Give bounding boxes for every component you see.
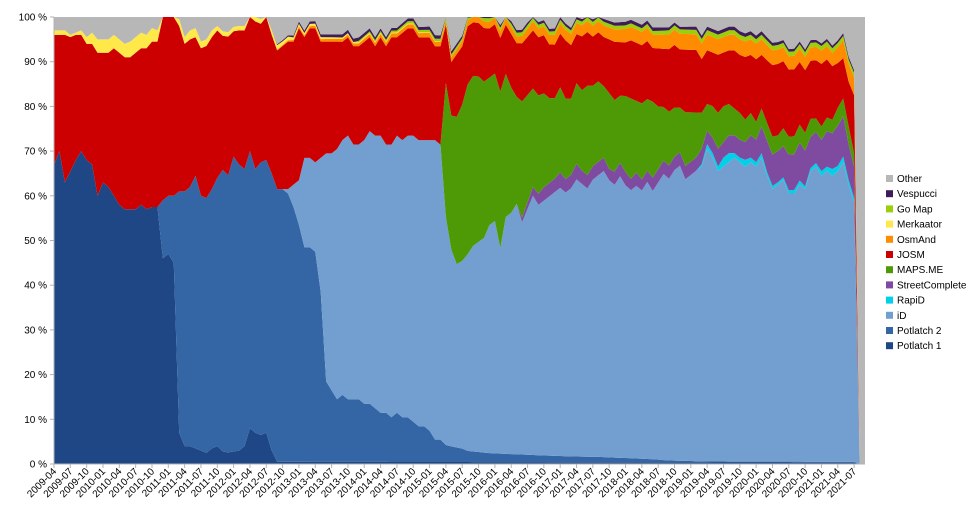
legend-swatch-rapid [886,296,893,304]
legend: Other Vespucci Go Map Merkaator OsmAnd JOSM MA… [886,174,967,352]
legend-swatch-vespucci [886,190,893,198]
legend-swatch-josm [886,251,893,258]
area-potlatch-2 [54,151,865,464]
legend-label-go-map: Go Map [897,204,933,215]
area-osmand [54,17,865,464]
legend-label-potlatch-1: Potlatch 1 [897,341,942,352]
legend-swatch-potlatch-1 [886,342,893,350]
y-tick-label: 50 % [24,236,47,247]
legend-label-rapid: RapiD [897,296,925,307]
y-tick-label: 10 % [24,415,47,426]
legend-swatch-other [886,175,893,182]
legend-label-josm: JOSM [897,250,925,261]
area-potlatch-1 [54,151,865,464]
legend-label-vespucci: Vespucci [897,189,937,200]
y-tick-label: 100 % [19,13,47,24]
area-maps-me [54,73,865,464]
legend-swatch-maps-me [886,266,893,274]
y-tick-label: 70 % [24,147,47,158]
area-streetcomplete [54,116,865,464]
legend-swatch-potlatch-2 [886,327,893,334]
area-layer [54,17,865,464]
legend-label-id: iD [897,311,906,322]
legend-label-streetcomplete: StreetComplete [897,280,967,291]
y-tick-label: 80 % [24,102,47,113]
legend-swatch-go-map [886,205,893,213]
y-tick-label: 90 % [24,57,47,68]
legend-label-merkaator: Merkaator [897,220,943,231]
area-id [54,131,865,464]
y-tick-label: 0 % [30,460,47,471]
legend-label-potlatch-2: Potlatch 2 [897,326,942,337]
y-tick-label: 40 % [24,281,47,292]
x-axis-ticks: 2009-042009-072009-102010-012010-042010-… [25,464,860,500]
y-axis-ticks: 0 % 10 % 20 % 30 % 40 % 50 % 60 % 70 % 80 % 90 % 1… [19,13,54,471]
legend-swatch-merkaator [886,220,893,228]
legend-swatch-streetcomplete [886,281,893,289]
legend-label-other: Other [897,174,923,185]
y-tick-label: 30 % [24,325,47,336]
legend-label-osmand: OsmAnd [897,235,936,246]
legend-label-maps-me: MAPS.ME [897,265,943,276]
y-tick-label: 20 % [24,370,47,381]
area-josm [54,17,865,464]
legend-swatch-id [886,311,893,319]
legend-swatch-osmand [886,235,893,243]
y-tick-label: 60 % [24,191,47,202]
